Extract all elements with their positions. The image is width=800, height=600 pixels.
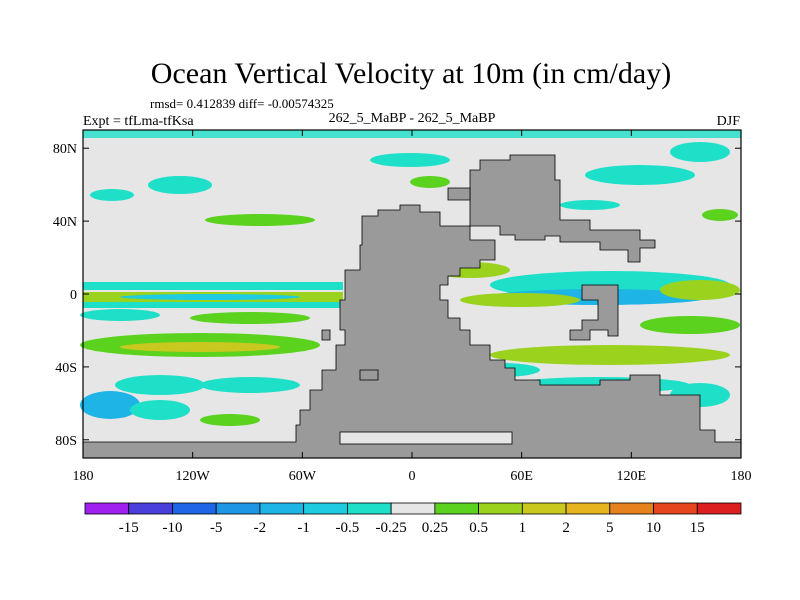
season-label: DJF — [717, 114, 741, 129]
x-tick-label: 0 — [409, 469, 416, 484]
colorbar-swatch — [609, 502, 654, 515]
near-zero-strip — [339, 431, 513, 445]
colorbar-label: -0.25 — [376, 520, 407, 536]
colorbar-swatch — [172, 502, 217, 515]
colorbar-swatch — [521, 502, 567, 515]
experiment-label: Expt = tfLma-tfKsa — [83, 114, 194, 129]
x-tick-label: 60E — [510, 469, 533, 484]
colorbar-swatch — [390, 502, 436, 515]
colorbar-swatch — [215, 502, 261, 515]
y-tick-label: 80S — [55, 434, 77, 449]
colorbar-swatch — [84, 502, 130, 515]
colorbar-swatch — [696, 502, 742, 515]
colorbar-label: 0.25 — [422, 520, 448, 536]
map-plot-area: 180 120W 60W 0 60E 120E 180 80N 40N 0 40S 80S — [53, 129, 752, 484]
colorbar-label: 10 — [646, 520, 661, 536]
chart-title: Ocean Vertical Velocity at 10m (in cm/da… — [151, 57, 671, 90]
colorbar-swatch — [478, 502, 523, 515]
colorbar-swatch — [653, 502, 698, 515]
colorbar-swatch — [259, 502, 305, 515]
colorbar-label: 1 — [519, 520, 527, 536]
colorbar-swatch — [565, 502, 611, 515]
colorbar-label: -0.5 — [336, 520, 360, 536]
y-tick-label: 0 — [70, 288, 77, 303]
y-axis: 80N 40N 0 40S 80S — [53, 142, 741, 449]
colorbar-label: 5 — [606, 520, 614, 536]
colorbar-label: -1 — [297, 520, 310, 536]
comparison-label: 262_5_MaBP - 262_5_MaBP — [329, 111, 496, 126]
colorbar-swatch — [128, 502, 173, 515]
x-tick-label: 180 — [73, 469, 94, 484]
y-tick-label: 40S — [55, 361, 77, 376]
colorbar-label: -15 — [119, 520, 139, 536]
colorbar-label: -2 — [254, 520, 267, 536]
x-tick-label: 60W — [289, 469, 317, 484]
colorbar-label: 15 — [690, 520, 705, 536]
colorbar-swatch — [434, 502, 480, 515]
colorbar-swatch — [303, 502, 348, 515]
y-tick-label: 80N — [53, 142, 77, 157]
land-mask — [82, 154, 742, 459]
colorbar-label: 2 — [562, 520, 570, 536]
colorbar-swatch — [346, 502, 392, 515]
stats-line: rmsd= 0.412839 diff= -0.00574325 — [150, 96, 334, 111]
colorbar: -15 -10 -5 -2 -1 -0.5 -0.25 0.25 0.5 1 2 5 10 15 — [84, 502, 742, 536]
x-axis: 180 120W 60W 0 60E 120E 180 — [73, 130, 752, 484]
colorbar-label: -5 — [210, 520, 223, 536]
x-tick-label: 120W — [176, 469, 211, 484]
y-tick-label: 40N — [53, 215, 77, 230]
colorbar-label: 0.5 — [469, 520, 488, 536]
x-tick-label: 120E — [617, 469, 647, 484]
colorbar-label: -10 — [162, 520, 182, 536]
x-tick-label: 180 — [731, 469, 752, 484]
